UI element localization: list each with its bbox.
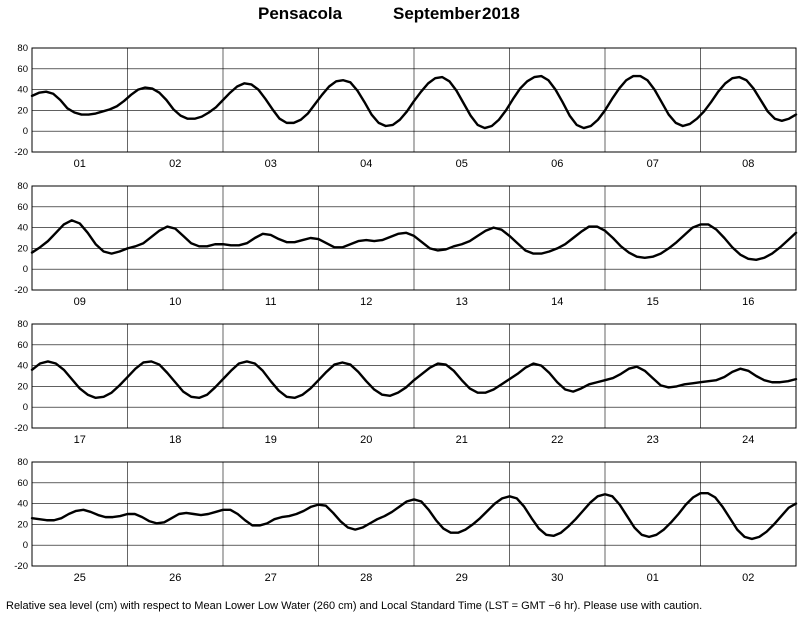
x-day-label: 29 bbox=[456, 572, 468, 584]
y-tick-label: -20 bbox=[14, 285, 28, 296]
chart-title: Pensacola September 2018 bbox=[0, 4, 800, 26]
x-day-label: 16 bbox=[742, 296, 754, 308]
y-tick-label: 40 bbox=[17, 223, 28, 234]
x-day-label: 10 bbox=[169, 296, 181, 308]
x-day-label: 05 bbox=[456, 158, 468, 170]
x-day-label: 02 bbox=[169, 158, 181, 170]
y-tick-label: 60 bbox=[17, 340, 28, 351]
y-tick-label: 40 bbox=[17, 499, 28, 510]
x-day-label: 04 bbox=[360, 158, 372, 170]
y-tick-label: 0 bbox=[23, 126, 28, 137]
y-tick-label: 20 bbox=[17, 381, 28, 392]
y-tick-label: 40 bbox=[17, 361, 28, 372]
y-tick-label: 20 bbox=[17, 519, 28, 530]
x-day-label: 21 bbox=[456, 434, 468, 446]
x-day-label: 14 bbox=[551, 296, 563, 308]
y-tick-label: 0 bbox=[23, 402, 28, 413]
y-tick-label: 80 bbox=[17, 457, 28, 468]
x-day-label: 02 bbox=[742, 572, 754, 584]
panel-frame bbox=[31, 47, 797, 153]
x-day-label: 17 bbox=[74, 434, 86, 446]
sea-level-series-line bbox=[30, 74, 798, 130]
footer-note: Relative sea level (cm) with respect to … bbox=[6, 600, 703, 612]
y-tick-label: 60 bbox=[17, 64, 28, 75]
x-day-label: 23 bbox=[647, 434, 659, 446]
x-day-label: 27 bbox=[265, 572, 277, 584]
x-day-label: 24 bbox=[742, 434, 754, 446]
x-day-label: 09 bbox=[74, 296, 86, 308]
x-day-label: 25 bbox=[74, 572, 86, 584]
panel-frame bbox=[31, 185, 797, 291]
x-day-label: 20 bbox=[360, 434, 372, 446]
x-day-label: 15 bbox=[647, 296, 659, 308]
y-tick-label: 60 bbox=[17, 478, 28, 489]
x-day-label: 19 bbox=[265, 434, 277, 446]
title-year: 2018 bbox=[482, 4, 520, 23]
x-day-label: 06 bbox=[551, 158, 563, 170]
y-tick-label: -20 bbox=[14, 561, 28, 572]
x-day-label: 07 bbox=[647, 158, 659, 170]
y-tick-label: 0 bbox=[23, 264, 28, 275]
x-day-label: 30 bbox=[551, 572, 563, 584]
sea-level-series-line bbox=[30, 219, 798, 262]
y-tick-label: 0 bbox=[23, 540, 28, 551]
panel-frame bbox=[31, 323, 797, 429]
x-day-label: 11 bbox=[265, 296, 276, 308]
x-day-label: 18 bbox=[169, 434, 181, 446]
y-tick-label: 20 bbox=[17, 243, 28, 254]
sea-level-series-line bbox=[30, 360, 798, 400]
x-day-label: 01 bbox=[74, 158, 86, 170]
y-tick-label: -20 bbox=[14, 423, 28, 434]
x-day-label: 03 bbox=[265, 158, 277, 170]
panel-frame bbox=[31, 461, 797, 567]
title-month: September bbox=[393, 4, 481, 23]
y-tick-label: 40 bbox=[17, 85, 28, 96]
x-day-label: 12 bbox=[360, 296, 372, 308]
y-tick-label: 20 bbox=[17, 105, 28, 116]
x-day-label: 01 bbox=[647, 572, 659, 584]
y-tick-label: 80 bbox=[17, 319, 28, 330]
x-day-label: 08 bbox=[742, 158, 754, 170]
y-tick-label: 80 bbox=[17, 181, 28, 192]
x-day-label: 22 bbox=[551, 434, 563, 446]
sea-level-series-line bbox=[30, 492, 798, 541]
y-tick-label: 80 bbox=[17, 43, 28, 54]
y-tick-label: 60 bbox=[17, 202, 28, 213]
x-day-label: 13 bbox=[456, 296, 468, 308]
x-day-label: 26 bbox=[169, 572, 181, 584]
y-tick-label: -20 bbox=[14, 147, 28, 158]
title-location: Pensacola bbox=[258, 4, 343, 23]
x-day-label: 28 bbox=[360, 572, 372, 584]
